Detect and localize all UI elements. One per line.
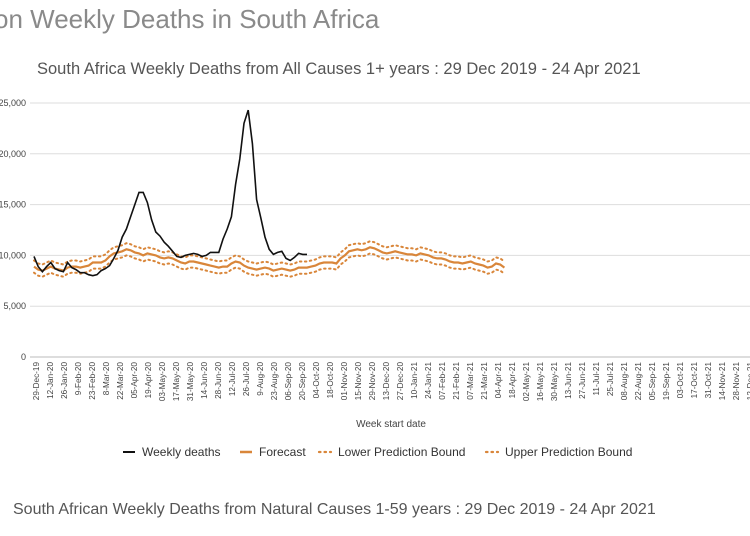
x-tick-label: 27-Jun-21: [578, 362, 587, 399]
x-tick-label: 20-Sep-20: [298, 362, 307, 401]
y-tick-label: 25,000: [0, 98, 26, 108]
y-tick-label: 15,000: [0, 200, 26, 210]
x-tick-label: 28-Jun-20: [214, 362, 223, 399]
x-tick-label: 24-Jan-21: [424, 362, 433, 399]
x-tick-label: 31-Oct-21: [704, 362, 713, 399]
x-tick-label: 02-May-21: [522, 362, 531, 402]
x-tick-label: 14-Jun-20: [200, 362, 209, 399]
x-tick-label: 05-Sep-21: [648, 362, 657, 401]
x-tick-label: 19-Apr-20: [144, 362, 153, 399]
x-tick-label: 31-May-20: [186, 362, 195, 402]
y-tick-label: 5,000: [3, 301, 26, 311]
x-tick-label: 23-Feb-20: [88, 362, 97, 400]
series-lines: [33, 109, 506, 278]
x-tick-label: 26-Jul-20: [242, 362, 251, 397]
x-tick-label: 12-Dec-21: [746, 362, 750, 401]
y-tick-label: 20,000: [0, 149, 26, 159]
series-line-upper-prediction-bound: [33, 240, 506, 266]
grid-lines: [30, 102, 750, 307]
x-tick-label: 15-Nov-20: [354, 362, 363, 401]
x-tick-label: 26-Jan-20: [60, 362, 69, 399]
y-axis-ticks: 0 5,000 10,000 15,000 20,000 25,000: [0, 98, 26, 362]
x-tick-label: 01-Nov-20: [340, 362, 349, 401]
x-tick-label: 23-Aug-20: [270, 362, 279, 401]
x-tick-label: 08-Aug-21: [620, 362, 629, 401]
x-tick-label: 06-Sep-20: [284, 362, 293, 401]
x-tick-label: 03-Oct-21: [676, 362, 685, 399]
y-tick-label: 0: [21, 352, 26, 362]
x-tick-label: 17-Oct-21: [690, 362, 699, 399]
x-tick-label: 9-Aug-20: [256, 362, 265, 396]
x-tick-label: 12-Jan-20: [46, 362, 55, 399]
legend-label: Forecast: [259, 445, 306, 459]
x-tick-label: 07-Feb-21: [438, 362, 447, 400]
legend-label: Upper Prediction Bound: [505, 445, 632, 459]
x-tick-label: 22-Aug-21: [634, 362, 643, 401]
x-tick-label: 16-May-21: [536, 362, 545, 402]
x-tick-label: 21-Feb-21: [452, 362, 461, 400]
x-tick-label: 17-May-20: [172, 362, 181, 402]
x-tick-label: 30-May-21: [550, 362, 559, 402]
bottom-caption: South African Weekly Deaths from Natural…: [13, 501, 656, 518]
x-axis-ticks: 29-Dec-19 12-Jan-20 26-Jan-20 9-Feb-20 23-Fe…: [32, 362, 750, 402]
x-tick-label: 29-Nov-20: [368, 362, 377, 401]
series-line-forecast: [33, 246, 506, 272]
x-tick-label: 04-Oct-20: [312, 362, 321, 399]
x-tick-label: 10-Jan-21: [410, 362, 419, 399]
x-tick-label: 13-Jun-21: [564, 362, 573, 399]
legend-label: Lower Prediction Bound: [338, 445, 465, 459]
x-tick-label: 18-Oct-20: [326, 362, 335, 399]
x-tick-label: 27-Dec-20: [396, 362, 405, 401]
x-tick-label: 14-Nov-21: [718, 362, 727, 401]
x-tick-label: 12-Jul-20: [228, 362, 237, 397]
x-tick-label: 03-May-20: [158, 362, 167, 402]
y-tick-label: 10,000: [0, 250, 26, 260]
x-tick-label: 13-Dec-20: [382, 362, 391, 401]
page-heading: on Weekly Deaths in South Africa: [0, 4, 380, 34]
x-tick-label: 8-Mar-20: [102, 362, 111, 396]
legend: Weekly deaths Forecast Lower Prediction Bo…: [123, 445, 632, 459]
x-tick-label: 07-Mar-21: [466, 362, 475, 400]
chart-title: South Africa Weekly Deaths from All Caus…: [37, 60, 641, 78]
x-tick-label: 19-Sep-21: [662, 362, 671, 401]
legend-label: Weekly deaths: [142, 445, 221, 459]
x-tick-label: 28-Nov-21: [732, 362, 741, 401]
x-tick-label: 04-Apr-21: [494, 362, 503, 399]
x-tick-label: 21-Mar-21: [480, 362, 489, 400]
x-tick-label: 18-Apr-21: [508, 362, 517, 399]
x-tick-label: 05-Apr-20: [130, 362, 139, 399]
x-tick-label: 29-Dec-19: [32, 362, 41, 401]
x-tick-label: 9-Feb-20: [74, 362, 83, 396]
x-tick-label: 11-Jul-21: [592, 362, 601, 396]
x-axis-title: Week start date: [356, 419, 426, 430]
series-line-weekly-deaths: [33, 109, 307, 277]
x-tick-label: 25-Jul-21: [606, 362, 615, 397]
x-tick-label: 22-Mar-20: [116, 362, 125, 400]
